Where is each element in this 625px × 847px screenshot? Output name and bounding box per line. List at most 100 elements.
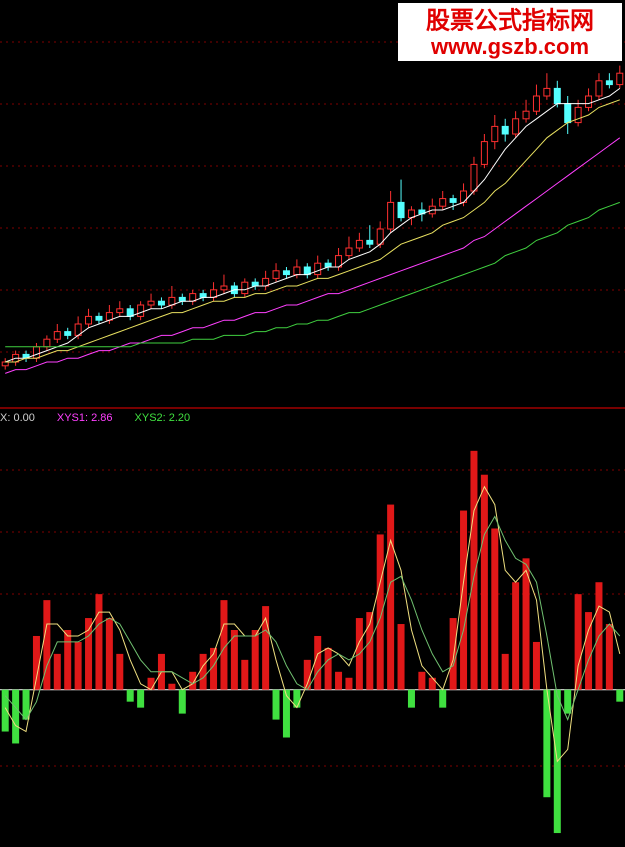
candle-body: [137, 304, 145, 317]
histogram-bar: [605, 624, 613, 690]
candle-body: [595, 80, 603, 97]
histogram-bar: [126, 689, 134, 702]
histogram-bar: [470, 450, 478, 690]
histogram-bar: [616, 689, 624, 702]
legend-label: XYS2: 2.20: [135, 412, 191, 424]
candle-body: [220, 285, 228, 291]
indicator-line: [4, 485, 621, 763]
histogram-bar: [314, 635, 322, 690]
histogram-bar: [460, 510, 468, 690]
candle-body: [53, 331, 61, 340]
histogram-bar: [335, 671, 343, 690]
histogram-bar: [564, 689, 572, 714]
candle-body: [178, 296, 186, 302]
histogram-bar: [95, 594, 103, 690]
histogram-bar: [116, 653, 124, 690]
candle-body: [439, 198, 447, 207]
histogram-bar: [43, 600, 51, 690]
histogram-bar: [418, 671, 426, 690]
indicator-line: [5, 137, 621, 374]
histogram-bar: [1, 689, 9, 732]
histogram-bar: [585, 612, 593, 690]
candle-body: [1, 361, 9, 367]
histogram-bar: [480, 474, 488, 690]
legend-label: X: 0.00: [0, 412, 35, 424]
histogram-bar: [324, 647, 332, 690]
candle-body: [355, 239, 363, 249]
indicator-line: [5, 87, 621, 363]
candle-body: [199, 293, 207, 298]
plot-area: [0, 65, 625, 834]
histogram-bar: [137, 689, 145, 708]
candle-body: [314, 262, 322, 276]
indicator-line: [5, 201, 620, 348]
candle-body: [532, 95, 540, 112]
histogram-bar: [293, 689, 301, 708]
candle-body: [543, 87, 551, 97]
candle-body: [501, 125, 509, 135]
grid: [0, 41, 625, 767]
candle-body: [512, 118, 520, 135]
candle-body: [116, 308, 124, 314]
histogram-bar: [32, 635, 40, 690]
histogram-bar: [501, 653, 509, 690]
histogram-bar: [272, 689, 280, 720]
histogram-bar: [178, 689, 186, 714]
candle-body: [345, 247, 353, 257]
histogram-bar: [230, 630, 238, 690]
histogram-bar: [105, 618, 113, 690]
histogram-bar: [199, 653, 207, 690]
candle-body: [553, 87, 561, 105]
histogram-bar: [439, 689, 447, 708]
candle-body: [522, 110, 530, 120]
histogram-bar: [449, 618, 457, 690]
candle-body: [574, 106, 582, 124]
histogram-bar: [282, 689, 290, 738]
histogram-bar: [251, 630, 259, 690]
candle-body: [324, 262, 332, 268]
candle-body: [480, 141, 488, 165]
candle-body: [605, 80, 613, 86]
histogram-bar: [512, 582, 520, 690]
candle-body: [147, 300, 155, 306]
candle-body: [585, 95, 593, 108]
candle-body: [470, 163, 478, 192]
histogram-bar: [53, 653, 61, 690]
histogram-bar: [397, 624, 405, 690]
histogram-bar: [543, 689, 551, 798]
histogram-bar: [366, 612, 374, 690]
candle-body: [85, 315, 93, 325]
histogram-bar: [303, 659, 311, 690]
histogram-bar: [147, 677, 155, 690]
watermark-url: www.gszb.com: [430, 34, 589, 59]
histogram-bar: [74, 641, 82, 690]
histogram-bar: [12, 689, 20, 744]
candle-body: [157, 300, 165, 306]
candle-body: [397, 201, 405, 219]
legend-label: XYS1: 2.86: [57, 412, 113, 424]
histogram-bar: [491, 528, 499, 690]
histogram-bar: [168, 683, 176, 690]
histogram-bar: [85, 618, 93, 690]
histogram-bar: [241, 659, 249, 690]
histogram-bar: [522, 558, 530, 690]
candle-body: [43, 338, 51, 348]
histogram-bar: [210, 647, 218, 690]
histogram-bar: [22, 689, 30, 720]
histogram-bar: [407, 689, 415, 708]
candle-body: [387, 201, 395, 230]
candle-body: [282, 270, 290, 276]
legend: X: 0.00 XYS1: 2.86 XYS2: 2.20: [0, 412, 190, 424]
histogram-bar: [387, 504, 395, 690]
histogram-bar: [574, 594, 582, 690]
histogram-bar: [345, 677, 353, 690]
histogram-bar: [220, 600, 228, 690]
candle-body: [251, 281, 259, 287]
histogram-bar: [64, 630, 72, 690]
watermark-box: [398, 3, 622, 61]
candle-body: [241, 281, 249, 295]
candle-body: [293, 266, 301, 276]
candle-body: [32, 346, 40, 359]
candle-body: [449, 198, 457, 203]
